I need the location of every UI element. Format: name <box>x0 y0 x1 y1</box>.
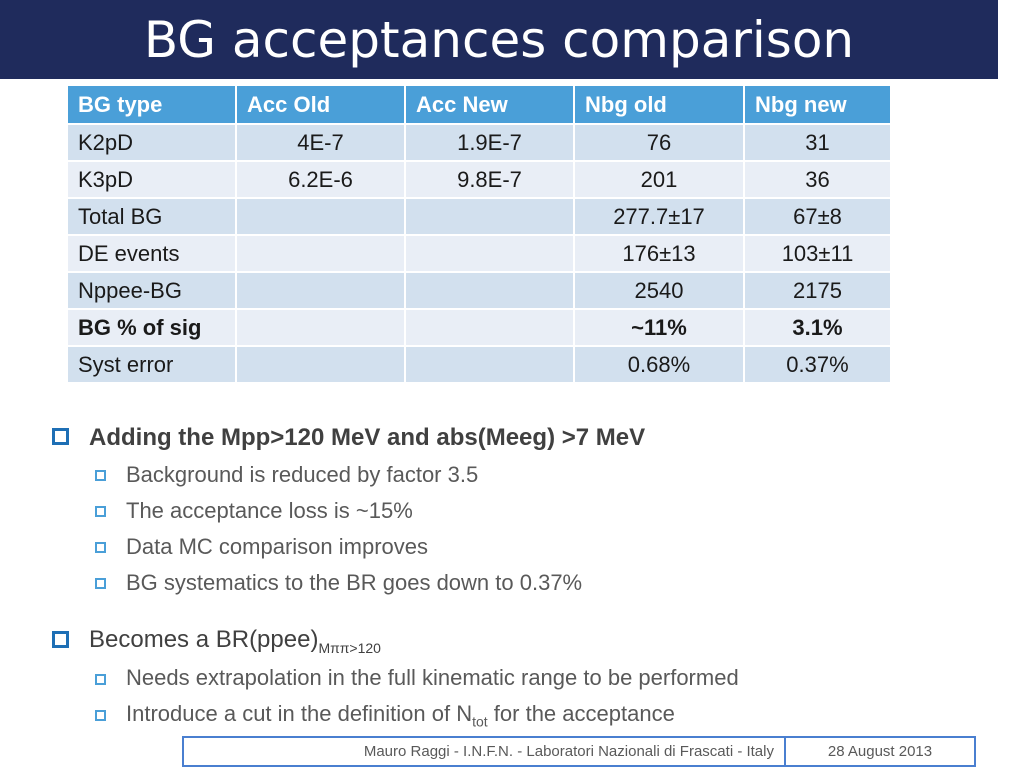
cell-nbg-old: 0.68% <box>573 345 745 384</box>
bg-acceptance-table: BG type Acc Old Acc New Nbg old Nbg new … <box>66 84 892 384</box>
square-bullet-icon <box>95 506 106 517</box>
table-row: DE events 176±13 103±11 <box>66 234 892 273</box>
cell-bg-type: K3pD <box>66 160 237 199</box>
table-row: K2pD 4E-7 1.9E-7 76 31 <box>66 123 892 162</box>
cell-nbg-old: ~11% <box>573 308 745 347</box>
cell-acc-old <box>235 308 406 347</box>
bullet-text: Introduce a cut in the definition of N <box>126 701 473 726</box>
cell-acc-new <box>404 345 575 384</box>
subscript-text: Mππ>120 <box>318 639 381 656</box>
cell-nbg-old: 201 <box>573 160 745 199</box>
square-bullet-icon <box>95 710 106 721</box>
cell-acc-new <box>404 197 575 236</box>
sub-bullet-item: BG systematics to the BR goes down to 0.… <box>126 570 583 595</box>
table-row: K3pD 6.2E-6 9.8E-7 201 36 <box>66 160 892 199</box>
footer-date: 28 August 2013 <box>827 743 933 760</box>
square-bullet-icon <box>52 631 69 648</box>
square-bullet-icon <box>52 428 69 445</box>
bullet-text: for the acceptance <box>487 701 675 726</box>
cell-nbg-new: 103±11 <box>743 234 892 273</box>
cell-acc-new: 1.9E-7 <box>404 123 575 162</box>
cell-acc-new: 9.8E-7 <box>404 160 575 199</box>
sub-bullet-item: Data MC comparison improves <box>126 534 428 559</box>
square-bullet-icon <box>95 542 106 553</box>
cell-acc-old <box>235 271 406 310</box>
square-bullet-icon <box>95 674 106 685</box>
square-bullet-icon <box>95 578 106 589</box>
cell-acc-new <box>404 271 575 310</box>
bullet-text: Becomes a BR(ppee) <box>89 626 319 653</box>
cell-nbg-new: 3.1% <box>743 308 892 347</box>
cell-nbg-new: 36 <box>743 160 892 199</box>
header-bg-type: BG type <box>66 84 237 125</box>
sub-bullet-item: The acceptance loss is ~15% <box>126 498 413 523</box>
title-bar <box>0 0 998 79</box>
cell-nbg-old: 176±13 <box>573 234 745 273</box>
header-acc-old: Acc Old <box>235 84 406 125</box>
cell-bg-type: Total BG <box>66 197 237 236</box>
cell-bg-type: BG % of sig <box>66 308 237 347</box>
square-bullet-icon <box>95 470 106 481</box>
table-row: Total BG 277.7±17 67±8 <box>66 197 892 236</box>
cell-nbg-old: 277.7±17 <box>573 197 745 236</box>
cell-acc-new <box>404 234 575 273</box>
bullet-item: Becomes a BR(ppee)Mππ>120 <box>89 626 381 656</box>
cell-bg-type: K2pD <box>66 123 237 162</box>
cell-bg-type: Nppee-BG <box>66 271 237 310</box>
cell-acc-old: 4E-7 <box>235 123 406 162</box>
header-nbg-old: Nbg old <box>573 84 745 125</box>
cell-nbg-new: 31 <box>743 123 892 162</box>
cell-acc-old <box>235 234 406 273</box>
footer-author: Mauro Raggi - I.N.F.N. - Laboratori Nazi… <box>184 738 786 765</box>
cell-bg-type: Syst error <box>66 345 237 384</box>
sub-bullet-item: Background is reduced by factor 3.5 <box>126 462 479 487</box>
cell-acc-old <box>235 345 406 384</box>
cell-nbg-new: 2175 <box>743 271 892 310</box>
table-row: BG % of sig ~11% 3.1% <box>66 308 892 347</box>
cell-nbg-new: 0.37% <box>743 345 892 384</box>
sub-bullet-item: Needs extrapolation in the full kinemati… <box>126 665 739 690</box>
table-row: Nppee-BG 2540 2175 <box>66 271 892 310</box>
bullet-item: Adding the Mpp>120 MeV and abs(Meeg) >7 … <box>89 424 646 451</box>
cell-nbg-old: 76 <box>573 123 745 162</box>
subscript-text: tot <box>472 713 488 730</box>
slide-title: BG acceptances comparison <box>143 11 855 69</box>
cell-nbg-old: 2540 <box>573 271 745 310</box>
table-header-row: BG type Acc Old Acc New Nbg old Nbg new <box>66 84 892 125</box>
cell-acc-new <box>404 308 575 347</box>
footer: Mauro Raggi - I.N.F.N. - Laboratori Nazi… <box>182 736 976 767</box>
cell-nbg-new: 67±8 <box>743 197 892 236</box>
cell-bg-type: DE events <box>66 234 237 273</box>
table-row: Syst error 0.68% 0.37% <box>66 345 892 384</box>
header-nbg-new: Nbg new <box>743 84 892 125</box>
cell-acc-old: 6.2E-6 <box>235 160 406 199</box>
sub-bullet-item: Introduce a cut in the definition of Nto… <box>126 701 675 729</box>
header-acc-new: Acc New <box>404 84 575 125</box>
cell-acc-old <box>235 197 406 236</box>
